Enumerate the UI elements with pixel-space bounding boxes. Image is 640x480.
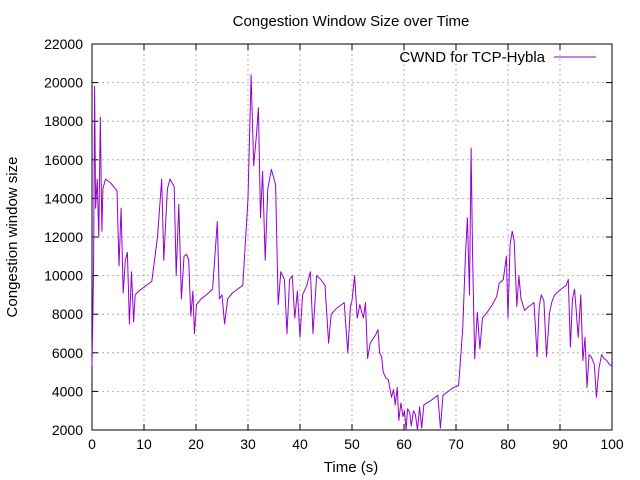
x-tick-label: 70 bbox=[448, 436, 464, 452]
x-tick-label: 100 bbox=[600, 436, 624, 452]
y-tick-label: 6000 bbox=[52, 345, 83, 361]
series-line-cwnd bbox=[91, 74, 613, 431]
x-tick-label: 90 bbox=[552, 436, 568, 452]
legend: CWND for TCP-Hybla bbox=[399, 49, 596, 66]
x-tick-label: 60 bbox=[396, 436, 412, 452]
x-tick-label: 0 bbox=[88, 436, 96, 452]
y-tick-label: 14000 bbox=[44, 190, 83, 206]
y-tick-label: 8000 bbox=[52, 306, 83, 322]
legend-label-cwnd: CWND for TCP-Hybla bbox=[399, 49, 545, 66]
y-tick-label: 12000 bbox=[44, 229, 83, 245]
chart-title: Congestion Window Size over Time bbox=[233, 13, 470, 30]
y-tick-label: 18000 bbox=[44, 113, 83, 129]
y-tick-label: 20000 bbox=[44, 75, 83, 91]
x-tick-label: 50 bbox=[344, 436, 360, 452]
y-tick-label: 10000 bbox=[44, 268, 83, 284]
x-tick-label: 80 bbox=[500, 436, 516, 452]
x-tick-label: 40 bbox=[292, 436, 308, 452]
y-tick-label: 2000 bbox=[52, 422, 83, 438]
grid bbox=[92, 44, 612, 430]
tick-labels: 0 10 20 30 40 50 60 70 80 90 100 2000 4000 6000 8000 10… bbox=[44, 36, 624, 452]
y-tick-label: 22000 bbox=[44, 36, 83, 52]
y-tick-label: 4000 bbox=[52, 383, 83, 399]
x-tick-label: 20 bbox=[188, 436, 204, 452]
y-tick-label: 16000 bbox=[44, 152, 83, 168]
x-tick-label: 10 bbox=[136, 436, 152, 452]
x-axis-label: Time (s) bbox=[324, 459, 378, 476]
x-tick-label: 30 bbox=[240, 436, 256, 452]
y-axis-label: Congestion window size bbox=[4, 157, 21, 318]
